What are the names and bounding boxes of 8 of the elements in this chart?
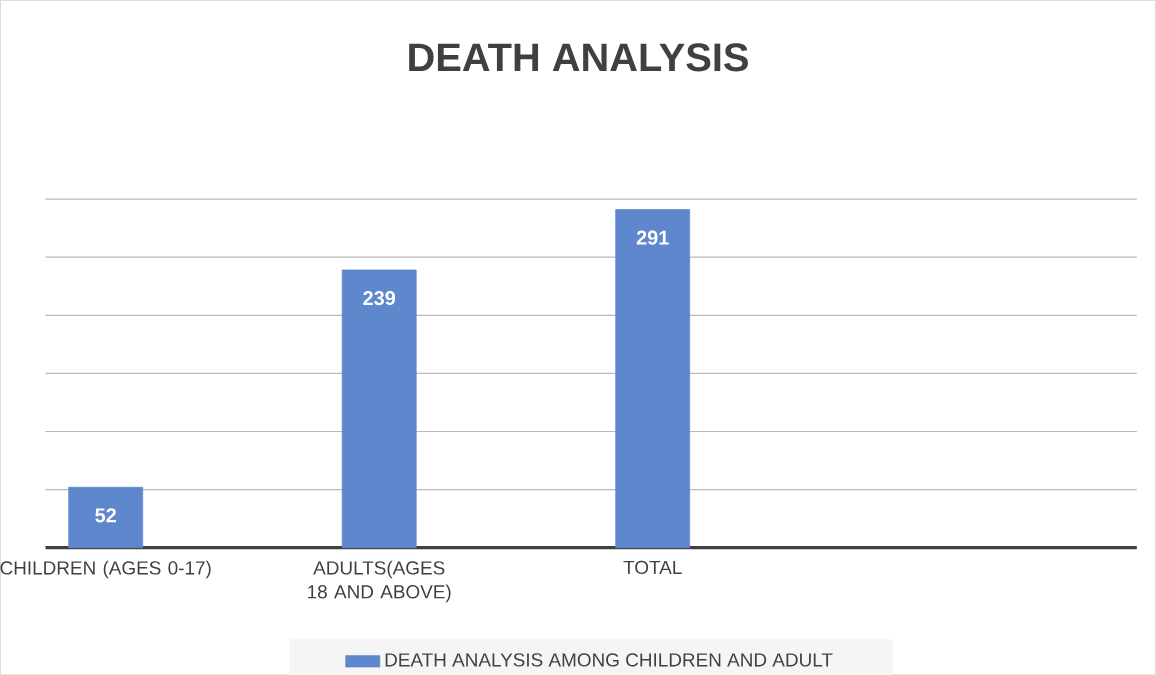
- legend-label: DEATH ANALYSIS AMONG CHILDREN AND ADULT: [385, 653, 833, 667]
- data-label: 291: [636, 230, 669, 245]
- data-label: 239: [363, 290, 396, 305]
- chart-title: DEATH ANALYSIS: [409, 43, 748, 72]
- x-tick-label: ADULTS(AGES 18 AND ABOVE): [308, 560, 451, 603]
- data-label: 52: [95, 508, 116, 523]
- x-tick-label: TOTAL: [623, 560, 682, 574]
- x-tick-label: CHILDREN (AGES 0-17): [0, 560, 211, 579]
